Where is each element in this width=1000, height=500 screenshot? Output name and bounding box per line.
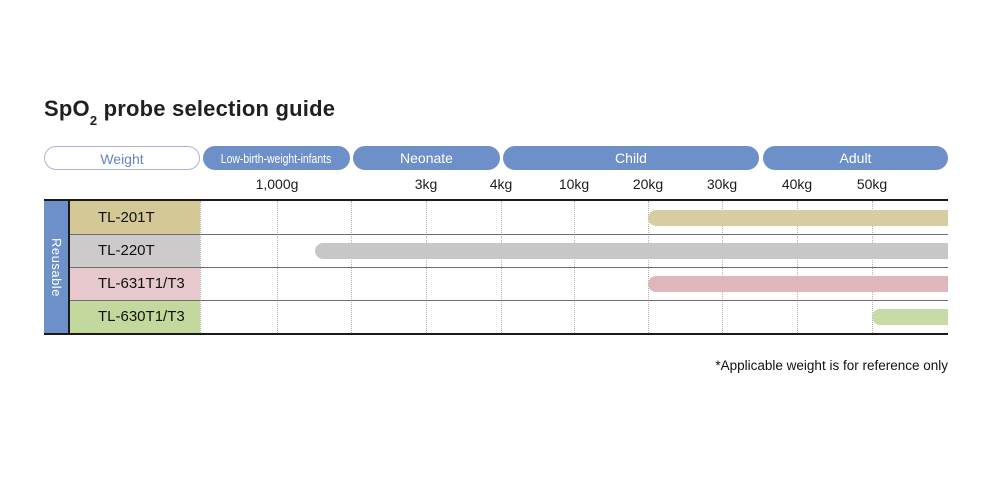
row-label-tl-220t: TL-220T <box>70 234 200 267</box>
category-pill-neonate: Neonate <box>353 146 500 170</box>
category-pill-adult: Adult <box>763 146 948 170</box>
axis-tick-4kg: 4kg <box>489 176 513 192</box>
axis-tick-30kg: 30kg <box>706 176 738 192</box>
category-pill-label: Adult <box>839 150 872 166</box>
axis-tick-40kg: 40kg <box>781 176 813 192</box>
category-pill-child: Child <box>503 146 759 170</box>
row-separator <box>70 300 948 301</box>
weight-legend-pill: Weight <box>44 146 200 170</box>
probe-table: Reusable TL-201T TL-220T TL-631T1/T3 TL-… <box>44 199 948 335</box>
footnote: *Applicable weight is for reference only <box>715 358 948 373</box>
category-pill-label: Neonate <box>400 150 453 166</box>
page-title: SpO2 probe selection guide <box>44 96 336 127</box>
range-bar-tl-630t1-t3 <box>872 309 948 325</box>
reusable-group-strip: Reusable <box>44 201 70 333</box>
row-label-tl-201t: TL-201T <box>70 201 200 234</box>
category-pill-low-birth-weight-infants: Low-birth-weight-infants <box>203 146 350 170</box>
axis-tick-10kg: 10kg <box>558 176 590 192</box>
title-subscript: 2 <box>89 113 98 129</box>
axis-tick-50kg: 50kg <box>856 176 888 192</box>
axis-tick-20kg: 20kg <box>632 176 664 192</box>
row-label-tl-631t1-t3: TL-631T1/T3 <box>70 267 200 300</box>
row-separator <box>70 234 948 235</box>
reusable-group-label: Reusable <box>49 237 64 297</box>
axis-tick-3kg: 3kg <box>414 176 438 192</box>
range-bar-tl-220t <box>315 243 948 259</box>
row-label-tl-630t1-t3: TL-630T1/T3 <box>70 300 200 333</box>
category-pill-label: Low-birth-weight-infants <box>221 151 332 166</box>
title-rest: probe selection guide <box>97 96 336 121</box>
title-main: SpO <box>44 96 90 121</box>
range-bar-tl-201t <box>648 210 948 226</box>
range-bar-tl-631t1-t3 <box>648 276 948 292</box>
category-pill-label: Child <box>615 150 647 166</box>
axis-tick-1000g: 1,000g <box>255 176 299 192</box>
row-separator <box>70 267 948 268</box>
